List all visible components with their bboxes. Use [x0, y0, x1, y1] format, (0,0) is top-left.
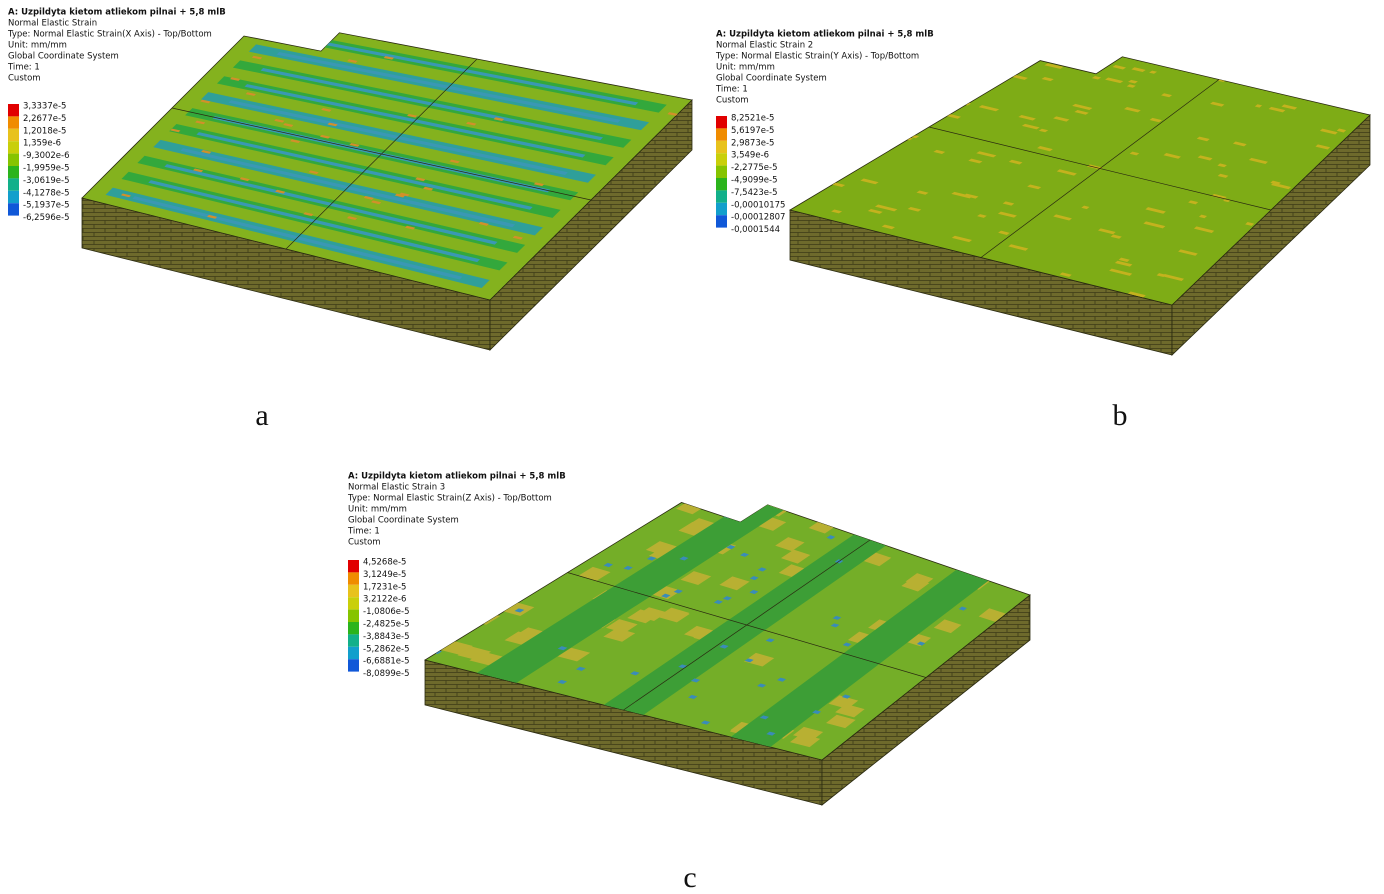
legend-label: -3,8843e-5: [363, 632, 410, 642]
legend-label: -8,0899e-5: [363, 669, 410, 679]
strain-patch: [951, 100, 971, 106]
legend-swatch: [348, 560, 359, 572]
panel-letter: b: [1113, 399, 1128, 432]
legend-label: 3,3337e-5: [23, 102, 66, 112]
legend-label: -7,5423e-5: [731, 188, 778, 198]
header-line: Time: 1: [715, 85, 748, 95]
strain-patch: [275, 38, 285, 41]
legend-swatch: [8, 203, 19, 215]
legend-label: 4,5268e-5: [363, 558, 406, 568]
legend-swatch: [8, 141, 19, 153]
header-line: Unit: mm/mm: [8, 41, 67, 51]
header-line: Custom: [716, 96, 749, 106]
legend-swatch: [348, 597, 359, 609]
legend-swatch: [716, 178, 727, 190]
header-line: Type: Normal Elastic Strain(Y Axis) - To…: [715, 52, 919, 62]
figure: A: Uzpildyta kietom atliekom pilnai + 5,…: [0, 0, 1384, 894]
legend-swatch: [348, 572, 359, 584]
header-line: A: Uzpildyta kietom atliekom pilnai + 5,…: [348, 472, 566, 482]
legend-swatch: [348, 647, 359, 659]
legend-label: 5,6197e-5: [731, 126, 774, 136]
header-line: Unit: mm/mm: [716, 63, 775, 73]
legend-swatch: [8, 104, 19, 116]
strain-patch: [895, 135, 913, 141]
legend-label: -4,1278e-5: [23, 188, 70, 198]
legend-label: 3,549e-6: [731, 151, 769, 161]
legend-swatch: [8, 129, 19, 141]
legend-swatch: [716, 203, 727, 215]
panel: [425, 499, 1030, 805]
legend-swatch: [716, 128, 727, 140]
legend-label: -6,2596e-5: [23, 213, 70, 223]
legend-swatch: [348, 610, 359, 622]
panel: [790, 47, 1370, 355]
legend-label: -5,2862e-5: [363, 644, 410, 654]
legend-swatch: [716, 215, 727, 227]
header-line: Time: 1: [347, 527, 380, 537]
strain-patch: [1065, 47, 1077, 51]
header-line: Type: Normal Elastic Strain(X Axis) - To…: [7, 30, 212, 40]
legend-label: -4,9099e-5: [731, 176, 778, 186]
legend-label: 2,2677e-5: [23, 114, 66, 124]
strain-patch: [1083, 65, 1102, 71]
header-line: Type: Normal Elastic Strain(Z Axis) - To…: [347, 494, 552, 504]
legend-label: -6,6881e-5: [363, 657, 410, 667]
header-line: Global Coordinate System: [716, 74, 827, 84]
legend-label: -9,3002e-6: [23, 151, 70, 161]
legend-swatch: [348, 634, 359, 646]
header-line: Unit: mm/mm: [348, 505, 407, 515]
legend-swatch: [348, 585, 359, 597]
legend-swatch: [716, 153, 727, 165]
legend-label: -2,4825e-5: [363, 620, 410, 630]
legend-swatch: [348, 659, 359, 671]
header-line: Global Coordinate System: [348, 516, 459, 526]
legend-label: 3,1249e-5: [363, 570, 406, 580]
legend-label: -1,0806e-5: [363, 607, 410, 617]
panel: [82, 29, 692, 350]
header-line: Normal Elastic Strain: [8, 19, 97, 29]
legend-label: -2,2775e-5: [731, 163, 778, 173]
legend-swatch: [716, 116, 727, 128]
legend-label: 2,9873e-5: [731, 138, 774, 148]
header-line: Custom: [348, 538, 381, 548]
legend-swatch: [8, 191, 19, 203]
legend-label: -3,0619e-5: [23, 176, 70, 186]
legend-swatch: [8, 166, 19, 178]
legend-swatch: [348, 622, 359, 634]
panel-letter: c: [683, 861, 696, 894]
legend-label: -5,1937e-5: [23, 201, 70, 211]
header-line: A: Uzpildyta kietom atliekom pilnai + 5,…: [716, 30, 934, 40]
legend-label: 1,2018e-5: [23, 126, 66, 136]
strain-patch: [1044, 47, 1061, 52]
legend-swatch: [8, 154, 19, 166]
legend-swatch: [8, 116, 19, 128]
legend-label: -0,00012807: [731, 213, 785, 223]
legend-swatch: [716, 190, 727, 202]
legend-label: 8,2521e-5: [731, 114, 774, 124]
legend-swatch: [8, 178, 19, 190]
header-line: Time: 1: [7, 63, 40, 73]
legend-swatch: [716, 141, 727, 153]
header-line: Global Coordinate System: [8, 52, 119, 62]
header-line: Normal Elastic Strain 3: [348, 483, 445, 493]
legend-label: 1,359e-6: [23, 139, 61, 149]
header-line: Custom: [8, 74, 41, 84]
legend-swatch: [716, 166, 727, 178]
legend-label: -0,0001544: [731, 225, 780, 235]
header-line: Normal Elastic Strain 2: [716, 41, 813, 51]
header-line: A: Uzpildyta kietom atliekom pilnai + 5,…: [8, 8, 226, 18]
legend-label: 1,7231e-5: [363, 582, 406, 592]
panel-letter: a: [255, 399, 268, 432]
legend-label: 3,2122e-6: [363, 595, 406, 605]
legend-label: -1,9959e-5: [23, 164, 70, 174]
legend-label: -0,00010175: [731, 200, 785, 210]
